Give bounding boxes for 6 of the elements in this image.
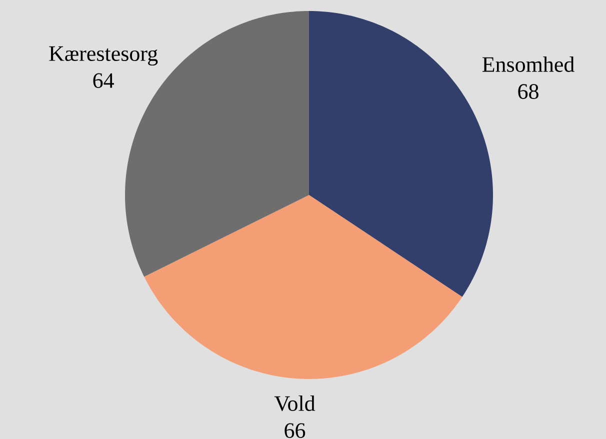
slice-label: Vold xyxy=(274,396,316,412)
slice-label: Kærestesorg xyxy=(49,46,158,66)
data-label: 64 xyxy=(93,73,114,88)
data-label: 68 xyxy=(518,84,538,99)
data-label: 66 xyxy=(284,423,306,438)
slice-label: Ensomhed xyxy=(482,56,574,72)
